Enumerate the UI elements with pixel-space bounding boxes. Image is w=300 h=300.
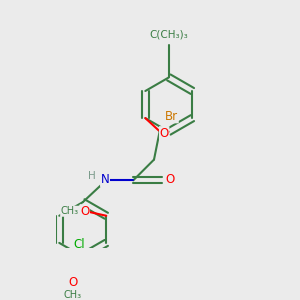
Text: H: H xyxy=(88,171,96,181)
Text: O: O xyxy=(160,127,169,140)
Text: N: N xyxy=(100,173,109,186)
Text: C(CH₃)₃: C(CH₃)₃ xyxy=(149,30,188,40)
Text: CH₃: CH₃ xyxy=(64,290,82,300)
Text: O: O xyxy=(165,173,175,186)
Text: Br: Br xyxy=(165,110,178,123)
Text: CH₃: CH₃ xyxy=(61,206,79,216)
Text: Cl: Cl xyxy=(73,238,85,251)
Text: O: O xyxy=(80,205,89,218)
Text: O: O xyxy=(68,276,77,289)
